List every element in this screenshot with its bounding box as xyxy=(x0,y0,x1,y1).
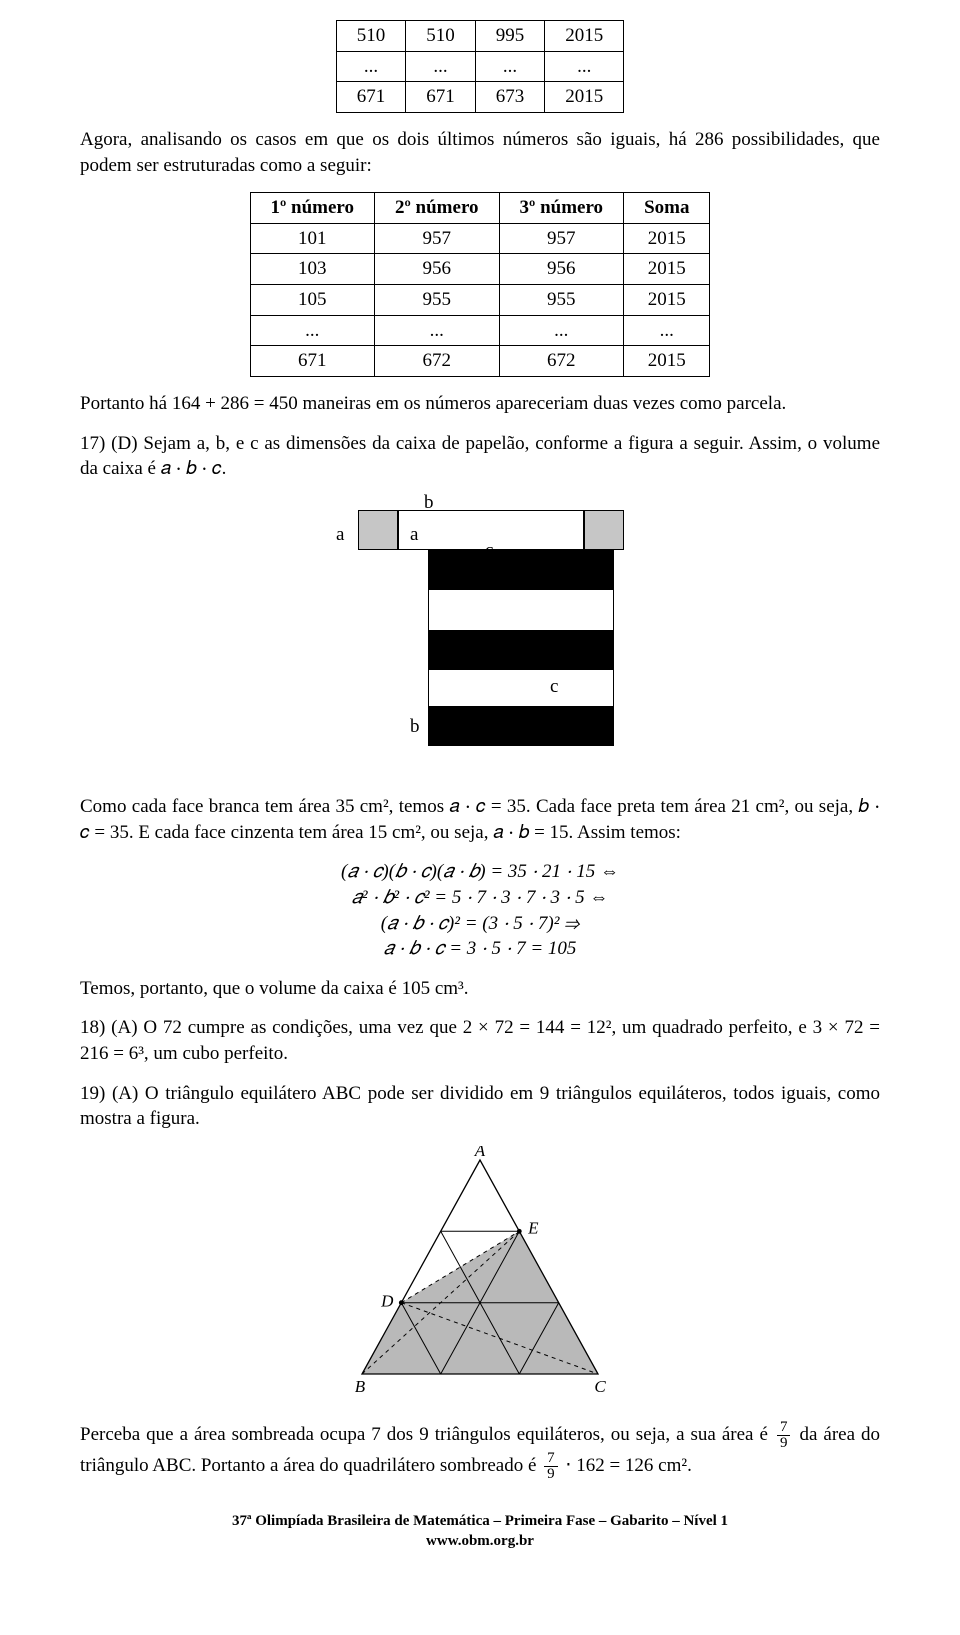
footer-line-1: 37ª Olimpíada Brasileira de Matemática –… xyxy=(80,1512,880,1532)
table-row: 101 957 957 2015 xyxy=(250,223,710,254)
label-a-inner: a xyxy=(410,522,418,548)
q17-equations: (𝑎 ⋅ 𝑐)(𝑏 ⋅ 𝑐)(𝑎 ⋅ 𝑏) = 35 ⋅ 21 ⋅ 15 ⇔ 𝑎… xyxy=(80,859,880,962)
cell: 2015 xyxy=(624,346,710,377)
q19-conc-part1: Perceba que a área sombreada ocupa 7 dos… xyxy=(80,1424,774,1445)
table-row: 671 672 672 2015 xyxy=(250,346,710,377)
q17-conclusion: Temos, portanto, que o volume da caixa é… xyxy=(80,976,880,1002)
table-header-row: 1º número 2º número 3º número Soma xyxy=(250,193,710,224)
cell: ... xyxy=(406,51,476,82)
table-row: ... ... ... ... xyxy=(336,51,624,82)
cell: 2015 xyxy=(545,21,624,52)
label-b-low: b xyxy=(410,714,420,740)
svg-text:E: E xyxy=(527,1218,539,1237)
cell: ... xyxy=(475,51,545,82)
portanto-paragraph: Portanto há 164 + 286 = 450 maneiras em … xyxy=(80,391,880,417)
q19-conclusion: Perceba que a área sombreada ocupa 7 dos… xyxy=(80,1420,880,1482)
cell: 2015 xyxy=(624,285,710,316)
fraction-7-9-a: 79 xyxy=(777,1420,791,1451)
table-row: 671 671 673 2015 xyxy=(336,82,624,113)
label-a: a xyxy=(336,522,344,548)
table-cases: 1º número 2º número 3º número Soma 101 9… xyxy=(250,192,711,377)
svg-text:D: D xyxy=(380,1292,394,1311)
cell: 957 xyxy=(375,223,500,254)
eq-line: (𝑎 ⋅ 𝑐)(𝑏 ⋅ 𝑐)(𝑎 ⋅ 𝑏) = 35 ⋅ 21 ⋅ 15 ⇔ xyxy=(80,859,880,885)
cell: 103 xyxy=(250,254,375,285)
cell: 510 xyxy=(406,21,476,52)
cell: 510 xyxy=(336,21,406,52)
cell: 101 xyxy=(250,223,375,254)
table-partial-top: 510 510 995 2015 ... ... ... ... 671 671… xyxy=(336,20,625,113)
eq-line: 𝑎² ⋅ 𝑏² ⋅ 𝑐² = 5 ⋅ 7 ⋅ 3 ⋅ 7 ⋅ 3 ⋅ 5 ⇔ xyxy=(80,885,880,911)
page-footer: 37ª Olimpíada Brasileira de Matemática –… xyxy=(80,1512,880,1551)
cell: 672 xyxy=(375,346,500,377)
box-face-gray-left xyxy=(358,510,398,550)
box-face-white-2 xyxy=(428,670,614,706)
cell: 956 xyxy=(499,254,624,285)
cell: 957 xyxy=(499,223,624,254)
intro-paragraph: Agora, analisando os casos em que os doi… xyxy=(80,127,880,178)
col-header: 3º número xyxy=(499,193,624,224)
box-face-black-3 xyxy=(428,706,614,746)
q17-after: Como cada face branca tem área 35 cm², t… xyxy=(80,794,880,845)
eq-line: (𝑎 ⋅ 𝑏 ⋅ 𝑐)² = (3 ⋅ 5 ⋅ 7)² ⇒ xyxy=(80,911,880,937)
table-row: ... ... ... ... xyxy=(250,315,710,346)
cell: 995 xyxy=(475,21,545,52)
cell: 673 xyxy=(475,82,545,113)
box-face-white-mid xyxy=(428,590,614,630)
label-c-mid: c xyxy=(550,674,558,700)
cell: 955 xyxy=(499,285,624,316)
svg-text:A: A xyxy=(474,1146,486,1160)
cell: ... xyxy=(499,315,624,346)
table-row: 105 955 955 2015 xyxy=(250,285,710,316)
col-header: 1º número xyxy=(250,193,375,224)
cell: 671 xyxy=(250,346,375,377)
box-figure: b a a c c b xyxy=(80,496,880,776)
cell: 105 xyxy=(250,285,375,316)
triangle-figure: A B C D E xyxy=(80,1146,880,1406)
svg-text:B: B xyxy=(355,1377,366,1396)
cell: ... xyxy=(545,51,624,82)
table-row: 103 956 956 2015 xyxy=(250,254,710,285)
cell: 956 xyxy=(375,254,500,285)
cell: 2015 xyxy=(624,254,710,285)
triangle-svg: A B C D E xyxy=(340,1146,620,1406)
cell: 671 xyxy=(336,82,406,113)
q17-statement: 17) (D) Sejam a, b, e c as dimensões da … xyxy=(80,431,880,482)
footer-line-2: www.obm.org.br xyxy=(80,1532,880,1552)
cell: 672 xyxy=(499,346,624,377)
cell: ... xyxy=(250,315,375,346)
cell: ... xyxy=(336,51,406,82)
q19-statement: 19) (A) O triângulo equilátero ABC pode … xyxy=(80,1081,880,1132)
q19-conc-part3: ⋅ 162 = 126 cm². xyxy=(565,1455,691,1476)
cell: 955 xyxy=(375,285,500,316)
box-face-black-2 xyxy=(428,630,614,670)
box-face-black-1 xyxy=(428,550,614,590)
eq-line: 𝑎 ⋅ 𝑏 ⋅ 𝑐 = 3 ⋅ 5 ⋅ 7 = 105 xyxy=(80,936,880,962)
q18-statement: 18) (A) O 72 cumpre as condições, uma ve… xyxy=(80,1015,880,1066)
cell: ... xyxy=(624,315,710,346)
cell: 671 xyxy=(406,82,476,113)
cell: ... xyxy=(375,315,500,346)
page: 510 510 995 2015 ... ... ... ... 671 671… xyxy=(0,0,960,1581)
col-header: Soma xyxy=(624,193,710,224)
box-figure-inner: b a a c c b xyxy=(300,496,660,776)
table-row: 510 510 995 2015 xyxy=(336,21,624,52)
svg-text:C: C xyxy=(594,1377,606,1396)
fraction-7-9-b: 79 xyxy=(544,1451,558,1482)
box-face-gray-right xyxy=(584,510,624,550)
cell: 2015 xyxy=(624,223,710,254)
col-header: 2º número xyxy=(375,193,500,224)
cell: 2015 xyxy=(545,82,624,113)
